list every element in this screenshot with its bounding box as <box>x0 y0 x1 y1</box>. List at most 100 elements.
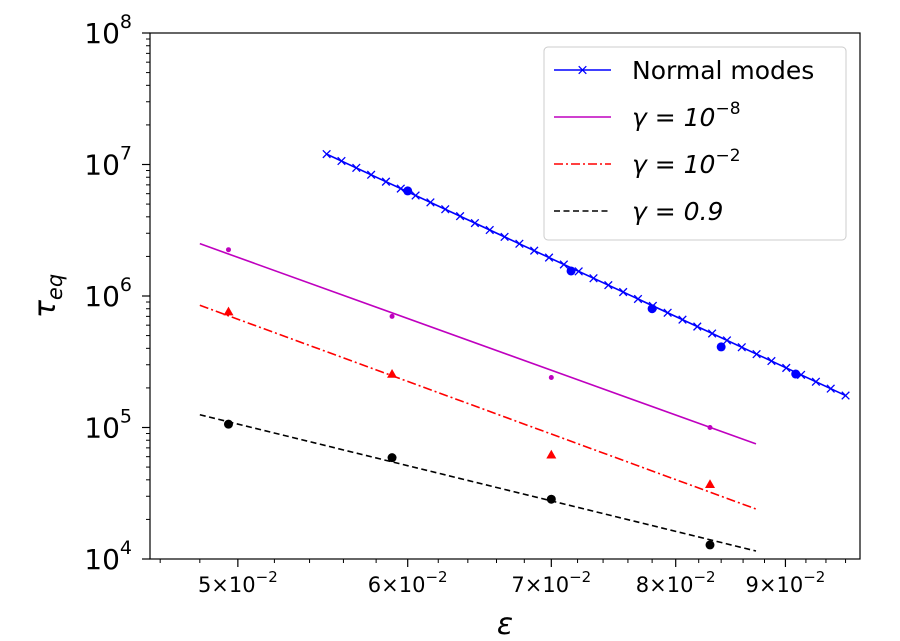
x-marker-stroke <box>485 225 494 235</box>
legend: Normal modes γ = 10−8 γ = 10−2 γ = 0.9 <box>543 46 847 241</box>
data-point <box>389 313 395 319</box>
legend-label-math: γ = 10 <box>632 103 715 132</box>
line-marker <box>559 260 569 269</box>
x-marker-stroke <box>752 349 761 359</box>
line-marker <box>604 280 613 290</box>
series-line <box>199 242 757 445</box>
y-axis-label: τeq <box>28 274 67 318</box>
line-marker <box>366 170 376 180</box>
x-marker-stroke <box>381 177 391 186</box>
x-marker-stroke <box>722 336 732 345</box>
series-layer <box>199 149 850 552</box>
y-tick-label-exponent: 7 <box>120 143 132 165</box>
line-marker <box>663 308 672 318</box>
x-marker-stroke <box>322 149 331 159</box>
x-marker-stroke <box>663 308 672 318</box>
legend-item: Normal modes <box>554 56 814 85</box>
x-tick-label-exponent: −2 <box>425 568 447 586</box>
line-marker <box>515 239 524 249</box>
x-marker-stroke <box>618 287 628 297</box>
line-marker <box>678 315 687 324</box>
line-marker <box>841 391 850 400</box>
x-marker-stroke <box>500 232 509 242</box>
data-point <box>548 375 554 381</box>
data-point <box>716 342 726 352</box>
line-marker <box>693 322 702 331</box>
legend-label: γ = 0.9 <box>632 197 723 226</box>
x-axis-label: ε <box>497 607 513 641</box>
x-marker-stroke <box>826 384 835 393</box>
y-tick-label-base: 10 <box>84 543 120 576</box>
x-tick-label-mantissa: 9×10 <box>746 573 804 597</box>
line-marker <box>455 211 465 221</box>
x-tick-label-mantissa: 7×10 <box>511 573 569 597</box>
x-marker-stroke <box>737 342 747 352</box>
line-marker <box>529 246 539 255</box>
line-marker <box>381 177 391 186</box>
line-marker <box>722 336 732 345</box>
line-marker <box>337 156 346 166</box>
legend-box <box>543 46 847 241</box>
x-marker-stroke <box>352 163 361 173</box>
legend-item: γ = 10−8 <box>554 99 741 132</box>
series-gamma-1e-8 <box>199 242 757 445</box>
x-marker-stroke <box>411 191 420 200</box>
x-marker-stroke <box>589 274 598 283</box>
line-marker <box>811 377 821 387</box>
x-marker-stroke <box>337 156 346 166</box>
x-marker-stroke <box>544 253 554 262</box>
legend-marker <box>578 65 587 75</box>
x-marker-stroke <box>767 356 776 366</box>
line-marker <box>826 384 835 393</box>
line-marker <box>470 218 480 228</box>
line-marker <box>322 149 331 159</box>
data-point <box>387 453 397 463</box>
x-tick-label-exponent: −2 <box>803 568 825 586</box>
x-marker-stroke <box>604 280 613 290</box>
x-marker-stroke <box>578 65 587 75</box>
x-marker-stroke <box>811 377 821 387</box>
x-marker-stroke <box>574 267 583 276</box>
legend-item: γ = 0.9 <box>554 197 723 226</box>
y-axis-label-main: τ <box>28 299 63 318</box>
data-point <box>225 247 231 253</box>
y-tick-label-base: 10 <box>84 280 120 313</box>
line-marker <box>440 205 450 214</box>
x-marker-stroke <box>841 391 850 400</box>
line-marker <box>544 253 554 262</box>
y-tick-label-base: 10 <box>84 149 120 182</box>
series-gamma-0-9 <box>199 413 757 552</box>
x-marker-stroke <box>426 198 435 207</box>
x-marker-stroke <box>707 329 717 338</box>
y-tick-label-exponent: 8 <box>120 11 132 33</box>
legend-label-math: γ = 10 <box>632 150 715 179</box>
line-marker <box>352 163 361 173</box>
y-tick-label-base: 10 <box>84 17 120 50</box>
y-tick-label: 108 <box>84 11 132 50</box>
x-tick-label: 6×10−2 <box>368 568 448 597</box>
y-tick-label-exponent: 5 <box>120 406 132 428</box>
line-marker <box>633 294 643 304</box>
legend-label-text: Normal modes <box>632 56 814 85</box>
data-point <box>546 449 557 459</box>
line-marker <box>574 267 583 276</box>
data-point <box>223 419 233 429</box>
line-marker <box>707 329 717 338</box>
x-tick-label-mantissa: 5×10 <box>198 573 256 597</box>
legend-label-math: γ = 0.9 <box>632 197 723 226</box>
data-point <box>403 186 413 196</box>
y-tick-label-exponent: 6 <box>120 274 132 296</box>
x-tick-label-exponent: −2 <box>693 568 715 586</box>
data-point <box>791 369 801 379</box>
line-marker <box>485 225 494 235</box>
legend-item: γ = 10−2 <box>554 146 741 179</box>
x-marker-stroke <box>366 170 376 180</box>
legend-label: Normal modes <box>632 56 814 85</box>
x-marker-stroke <box>678 315 687 324</box>
y-tick-label: 105 <box>84 406 132 445</box>
line-marker <box>767 356 776 366</box>
x-marker-stroke <box>396 184 406 193</box>
y-tick-label: 106 <box>84 274 132 313</box>
x-tick-label: 9×10−2 <box>746 568 826 597</box>
